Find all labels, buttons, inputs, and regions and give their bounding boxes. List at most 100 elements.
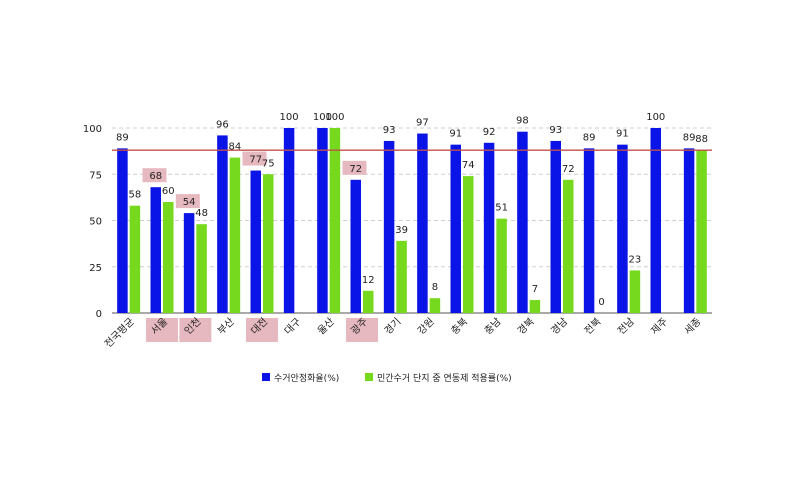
- category-label: 제주: [649, 316, 671, 338]
- bar-series1: [183, 213, 195, 313]
- legend-swatch-series1: [262, 373, 270, 381]
- bar-value-label: 98: [516, 116, 529, 127]
- bar-value-label: 0: [598, 297, 604, 308]
- bar-value-label: 23: [629, 254, 642, 265]
- bar-series2: [196, 224, 207, 313]
- bar-value-label: 92: [483, 127, 496, 138]
- bar-series1: [517, 131, 528, 313]
- bar-series1: [583, 148, 595, 313]
- bar-value-label: 8: [432, 282, 438, 293]
- category-label: 충남: [482, 316, 504, 338]
- bar-series2: [163, 202, 174, 313]
- legend-label-series2: 민간수거 단지 중 연동제 적용률(%): [377, 372, 512, 384]
- bar-series1: [683, 148, 695, 313]
- bar-value-label: 7: [532, 284, 538, 295]
- category-highlight: [179, 318, 212, 342]
- category-label: 경기: [381, 315, 403, 337]
- bar-value-label: 100: [646, 112, 665, 123]
- y-tick-label: 100: [83, 124, 102, 135]
- bar-series1: [350, 179, 361, 313]
- bar-value-label: 58: [129, 190, 142, 201]
- y-tick-label: 0: [96, 309, 102, 320]
- bar-series1: [150, 187, 161, 313]
- y-tick-label: 50: [89, 217, 102, 228]
- category-highlight: [146, 318, 178, 342]
- bar-series2: [496, 218, 507, 313]
- bar-series1: [417, 133, 428, 313]
- bar-series2: [396, 240, 407, 313]
- bar-series1: [617, 144, 628, 313]
- legend-label-series1: 수거안정화율(%): [274, 373, 339, 384]
- bar-value-label: 97: [416, 118, 429, 129]
- bar-value-label: 84: [229, 142, 242, 153]
- bar-series1: [250, 170, 261, 313]
- bar-series2: [463, 176, 474, 313]
- bar-value-label: 100: [325, 112, 344, 123]
- bar-series1: [550, 140, 561, 313]
- legend-swatch-series2: [365, 373, 373, 381]
- bar-value-label: 91: [449, 129, 462, 140]
- bar-value-label: 93: [383, 125, 396, 136]
- value-highlight: [175, 194, 200, 209]
- bar-series2: [629, 270, 641, 313]
- bar-series2: [329, 128, 341, 313]
- category-highlight: [346, 318, 378, 342]
- bar-value-label: 39: [395, 225, 408, 236]
- value-highlight: [242, 151, 267, 166]
- bar-series1: [217, 135, 228, 313]
- bar-value-label: 96: [216, 119, 229, 130]
- bar-value-label: 100: [313, 112, 332, 123]
- bar-value-label: 72: [562, 164, 575, 175]
- bar-value-label: 54: [183, 197, 196, 208]
- bar-series1: [317, 128, 328, 313]
- bar-series1: [650, 128, 661, 313]
- category-label: 전국평균: [102, 316, 137, 351]
- bar-series2: [129, 205, 141, 313]
- y-tick-label: 75: [89, 170, 102, 181]
- category-highlight: [246, 318, 278, 342]
- bar-value-label: 74: [462, 160, 475, 171]
- category-label: 경남: [548, 315, 570, 337]
- bar-value-label: 51: [495, 203, 508, 214]
- bar-series2: [563, 179, 574, 313]
- bar-value-label: 88: [695, 134, 708, 145]
- bar-series2: [696, 150, 707, 313]
- bar-series2: [363, 290, 374, 313]
- category-label: 충북: [449, 316, 471, 338]
- bar-series2: [529, 300, 541, 313]
- bar-series1: [383, 140, 395, 313]
- bar-value-label: 60: [162, 186, 175, 197]
- bar-value-label: 68: [149, 171, 162, 182]
- bar-value-label: 89: [116, 132, 129, 143]
- bar-series2: [229, 157, 241, 313]
- bar-value-label: 100: [280, 112, 299, 123]
- bar-series1: [483, 142, 495, 313]
- value-highlight: [342, 160, 367, 175]
- bar-series2: [263, 174, 274, 313]
- bar-series1: [117, 148, 128, 313]
- bar-series1: [283, 128, 295, 313]
- y-tick-label: 25: [89, 263, 102, 274]
- bar-value-label: 72: [349, 164, 362, 175]
- category-label: 전북: [582, 316, 604, 338]
- category-label: 대구: [282, 316, 304, 338]
- category-label: 전남: [615, 316, 637, 338]
- bar-value-label: 77: [249, 155, 262, 166]
- bar-series1: [450, 144, 461, 313]
- bar-value-label: 91: [616, 129, 629, 140]
- bar-value-label: 93: [549, 125, 562, 136]
- bar-value-label: 89: [683, 132, 696, 143]
- bar-value-label: 12: [362, 275, 375, 286]
- category-label: 부산: [215, 316, 237, 338]
- category-label: 강원: [415, 316, 437, 338]
- category-label: 세종: [682, 316, 704, 338]
- bar-value-label: 89: [583, 132, 596, 143]
- category-label: 울산: [315, 316, 337, 338]
- category-label: 경북: [515, 315, 537, 337]
- value-highlight: [142, 168, 167, 183]
- bar-value-label: 75: [262, 158, 275, 169]
- bar-series2: [429, 298, 441, 313]
- bar-value-label: 48: [195, 208, 208, 219]
